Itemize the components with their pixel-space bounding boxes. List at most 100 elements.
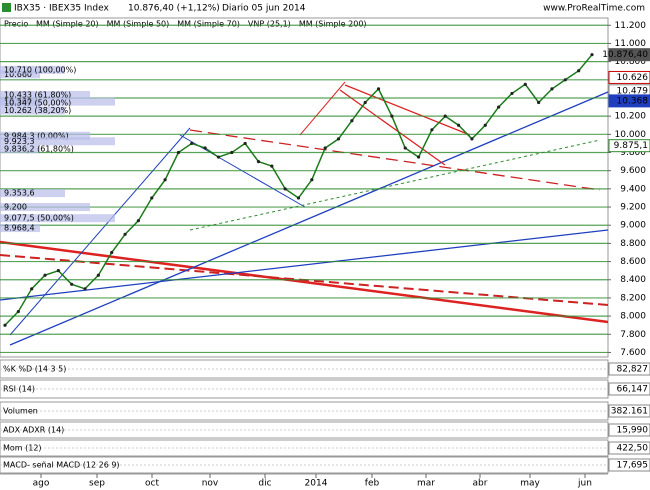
- price-point: [123, 232, 127, 236]
- price-point: [537, 100, 541, 105]
- price-point: [16, 309, 20, 314]
- level-label: 10.347 (50,00%): [4, 98, 71, 107]
- month-label: dic: [258, 479, 271, 489]
- volume-profile-bar: [0, 97, 115, 106]
- panel-value: 17,695: [617, 461, 649, 471]
- price-point: [243, 141, 247, 146]
- price-point: [550, 87, 554, 91]
- price-point: [523, 82, 527, 86]
- volume-profile-bar: [0, 131, 90, 140]
- panel-name: Volumen: [3, 407, 38, 416]
- volume-profile-bar: [0, 214, 115, 223]
- level-label: 10.433 (61,80%): [4, 90, 71, 99]
- panel-value: 82,827: [617, 365, 649, 375]
- month-label: nov: [202, 479, 219, 489]
- panel-value-box: [608, 362, 650, 376]
- y-tick-label: 11.000: [615, 39, 647, 49]
- month-label: jun: [577, 479, 592, 489]
- legend-item: MM (Simple 200): [299, 20, 367, 29]
- month-label: 2014: [305, 479, 328, 489]
- level-label: 9.077,5 (50,00%): [4, 214, 74, 223]
- price-point: [390, 114, 394, 118]
- price-point: [43, 273, 47, 277]
- price-point: [230, 150, 234, 155]
- level-label: 9.984,3 (0,00%): [4, 131, 69, 140]
- price-point: [296, 196, 301, 200]
- panel-name: MACD- señal MACD (12 26 9): [3, 461, 120, 470]
- price-point: [216, 155, 221, 159]
- price-point: [163, 178, 167, 182]
- y-tick-label: 9.600: [620, 166, 646, 176]
- volume-profile-bar: [0, 70, 40, 79]
- volume-profile-bar: [0, 189, 65, 198]
- level-label: 9.353,6: [4, 189, 35, 198]
- trendline: [189, 129, 601, 191]
- y-tick-label: 9.200: [620, 203, 646, 213]
- price-panel: [0, 17, 609, 358]
- month-label: sep: [89, 479, 105, 489]
- y-tick-label: 8.400: [620, 275, 646, 285]
- trendline: [0, 240, 609, 324]
- y-tick-label: 10.200: [615, 112, 647, 122]
- price-label-box: [608, 70, 650, 84]
- price-point: [590, 53, 594, 57]
- y-tick-label: 9.400: [620, 184, 646, 194]
- price-point: [256, 159, 261, 164]
- price-label: 10.479: [617, 86, 649, 96]
- month-label: feb: [365, 479, 380, 489]
- panel-name: ADX ADXR (14): [3, 426, 64, 435]
- legend-item: MM (Simple 50): [107, 20, 170, 29]
- price-point: [270, 164, 274, 168]
- price-point: [70, 282, 74, 286]
- price-point: [350, 119, 354, 123]
- price-point: [150, 196, 154, 200]
- price-point: [483, 123, 487, 127]
- trendline: [0, 229, 609, 301]
- legend-item: MM (Simple 70): [177, 20, 240, 29]
- trendline: [189, 139, 601, 231]
- legend-price: Precio: [4, 20, 28, 29]
- panel-value-box: [608, 382, 650, 396]
- panel-value: 66,147: [617, 385, 649, 395]
- legend-item: VNP (25,1): [248, 20, 291, 29]
- volume-profile-bar: [0, 137, 115, 146]
- price-label-box: [608, 94, 650, 108]
- price-label: 10.876,40: [602, 50, 648, 60]
- price-point: [430, 128, 434, 132]
- price-point: [510, 91, 514, 96]
- level-label: 9.200: [4, 203, 27, 212]
- trendline: [9, 127, 191, 336]
- panel-name: RSI (14): [3, 385, 35, 394]
- panel-value-box: [608, 404, 650, 418]
- price-point: [403, 146, 407, 150]
- level-label: 10.660: [4, 70, 32, 79]
- month-label: oct: [145, 479, 159, 489]
- volume-profile-bar: [0, 98, 40, 107]
- legend-item: MM (Simple 20): [36, 20, 99, 29]
- price-point: [110, 250, 114, 255]
- y-tick-label: 8.800: [620, 239, 646, 249]
- panel-value-box: [608, 423, 650, 437]
- volume-profile-bar: [0, 203, 90, 212]
- trendline: [344, 84, 471, 136]
- panel-name: Mom (12): [3, 444, 42, 453]
- panel-value-box: [608, 458, 650, 472]
- volume-profile-bar: [0, 224, 40, 233]
- price-point: [83, 287, 87, 291]
- price-point: [363, 100, 367, 105]
- volume-profile-bar: [0, 106, 65, 115]
- y-tick-label: 9.000: [620, 221, 646, 231]
- price-point: [497, 105, 501, 109]
- month-label: abr: [473, 479, 488, 489]
- price-point: [30, 287, 34, 291]
- y-tick-label: 7.600: [620, 348, 646, 358]
- price-point: [3, 323, 7, 327]
- trendline: [299, 81, 346, 136]
- level-label: 10.262 (38,20%): [4, 106, 71, 115]
- y-tick-label: 8.200: [620, 293, 646, 303]
- month-label: mar: [417, 479, 435, 489]
- y-tick-label: 8.600: [620, 257, 646, 267]
- panel-value: 422,50: [617, 444, 649, 454]
- price-point: [190, 141, 194, 146]
